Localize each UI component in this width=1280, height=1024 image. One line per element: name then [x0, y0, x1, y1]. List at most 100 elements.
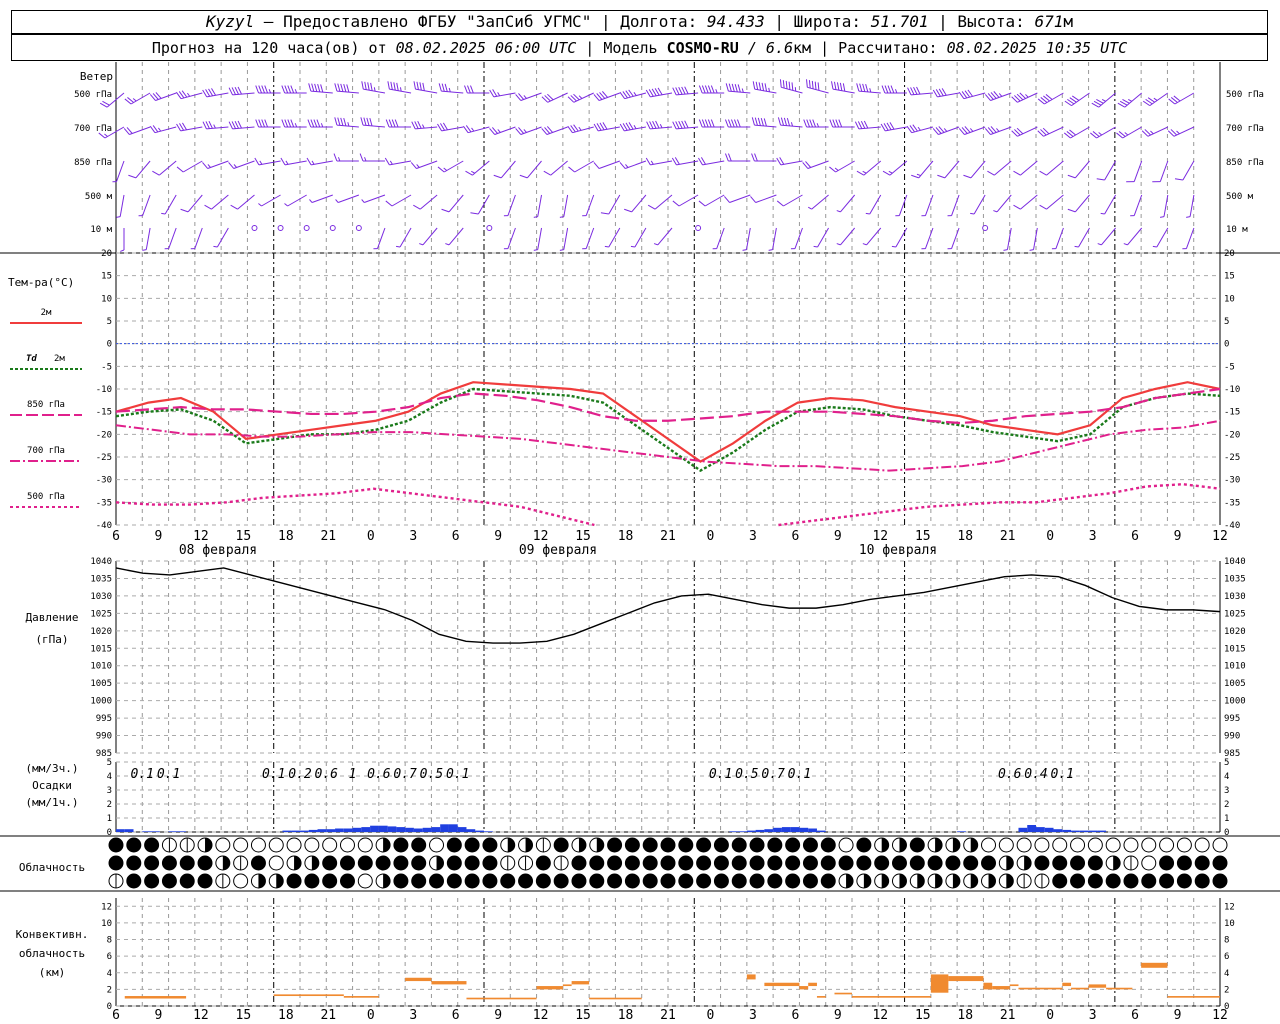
wind-barb-full [625, 122, 631, 131]
wind-barb-full [1071, 95, 1080, 101]
model-resolution: / 6.6 [738, 39, 794, 57]
wind-barb-staff [951, 227, 960, 249]
wind-barb-full [1091, 102, 1100, 108]
precip-bar [448, 824, 458, 832]
wind-barb-full [152, 93, 159, 100]
wind-level-label-right: 850 гПа [1226, 158, 1264, 168]
wind-barb-staff [781, 86, 803, 94]
cloud-symbol-half [863, 874, 871, 888]
wind-barb-staff [547, 92, 568, 103]
precip-ytick-left: 2 [107, 800, 112, 810]
wind-barb-staff [389, 88, 412, 94]
wind-barb-full [211, 88, 217, 96]
wind-barb-half [790, 122, 793, 127]
wind-barb-staff [182, 160, 203, 173]
temp-ytick-right: 5 [1224, 317, 1229, 327]
temp-series-1-line [115, 387, 1221, 473]
conv-bar [816, 996, 826, 998]
wind-barb-staff [598, 92, 620, 101]
wind-barb-staff [130, 92, 151, 105]
wind-barb-staff [807, 160, 829, 169]
wind-barb-staff [441, 90, 464, 94]
precip-bar [317, 829, 327, 832]
wind-barb-staff [448, 194, 464, 213]
precip-bar [413, 828, 423, 832]
wind-barb-staff [937, 92, 960, 98]
day-label: 08 февраля [179, 543, 257, 558]
station-name: Kyzyl [206, 12, 255, 31]
wind-barb-full [671, 157, 677, 166]
wind-barb-full [619, 91, 626, 99]
wind-barb-half [630, 245, 635, 248]
wind-barb-staff [1020, 194, 1038, 210]
wind-barb-staff [550, 160, 568, 176]
wind-barb-full [367, 82, 370, 91]
wind-barb-full [809, 119, 814, 128]
conv-bar [571, 981, 590, 985]
wind-barb-full [333, 153, 338, 162]
cloud-symbol [482, 855, 498, 871]
wind-barb-half [416, 164, 420, 168]
wind-barb-full [440, 123, 445, 131]
precip-bar [1027, 825, 1036, 832]
wind-barb-full [836, 82, 840, 91]
conv-xtick: 0 [1046, 1008, 1054, 1023]
precip-bar [326, 829, 336, 832]
wind-barb-full [906, 125, 913, 133]
wind-barb-half [807, 206, 812, 210]
wind-barb-full [619, 162, 626, 169]
cloud-symbol [642, 855, 658, 871]
wind-barb-staff [817, 227, 830, 248]
cloud-symbol [144, 855, 160, 871]
wind-barb-full [437, 166, 445, 173]
wind-barb-full [984, 94, 991, 101]
wind-barb-full [751, 117, 755, 126]
temp-ytick-right: -35 [1224, 498, 1240, 508]
wind-barb-staff [944, 160, 960, 179]
wind-barb-half [294, 123, 298, 128]
wind-barb-full [854, 121, 860, 130]
wind-barb-full [814, 81, 817, 90]
conv-bar [834, 992, 852, 995]
precip-title: Осадки [32, 779, 72, 792]
wind-barb-staff [494, 126, 516, 135]
conv-xtick: 15 [236, 1008, 252, 1023]
legend-t500-label: 500 гПа [27, 492, 65, 502]
wind-barb-full [1118, 131, 1126, 137]
wind-barb-staff [1046, 194, 1064, 210]
wind-barb-full [320, 84, 324, 93]
wind-barb-full [751, 153, 755, 162]
wind-barb-half [1152, 245, 1157, 248]
wind-barb-half [625, 164, 629, 168]
wind-barb-full [202, 121, 207, 130]
wind-barb-staff [840, 227, 856, 246]
wind-barb-full [649, 121, 654, 129]
wind-barb-full [470, 212, 479, 215]
conv-xtick: 6 [452, 1008, 460, 1023]
wind-barb-full [782, 80, 785, 89]
cloud-symbol [161, 855, 177, 871]
precip-bar [343, 828, 353, 832]
wind-barb-full [261, 85, 266, 94]
precip-bar [168, 831, 178, 832]
wind-barb-half [448, 87, 451, 93]
cloud-symbol [357, 873, 373, 889]
wind-barb-half [523, 95, 527, 99]
wind-barb-staff [990, 126, 1012, 135]
cloud-symbol [429, 837, 445, 853]
wind-barb-staff [678, 194, 699, 207]
temp-ytick-right: 0 [1224, 340, 1229, 350]
wind-barb-staff [990, 92, 1012, 101]
wind-barb-full [776, 200, 784, 207]
wind-barb-staff [625, 160, 647, 169]
wind-barb-half [142, 249, 147, 251]
wind-barb-full [593, 94, 600, 101]
wind-barb-staff [493, 92, 516, 98]
precip-bar [746, 830, 756, 832]
wind-barb-full [806, 119, 811, 128]
wind-barb-staff [654, 194, 673, 210]
wind-barb-half [836, 243, 841, 246]
wind-barb-full [593, 162, 600, 169]
wind-row-1 [98, 117, 1195, 139]
